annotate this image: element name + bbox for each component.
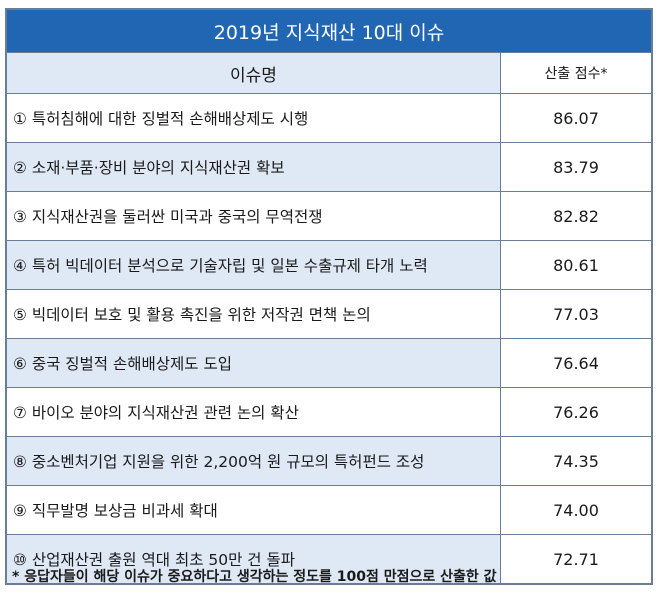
table-title: 2019년 지식재산 10대 이슈 bbox=[7, 10, 651, 52]
issue-score: 72.71 bbox=[501, 535, 651, 583]
table-body: ① 특허침해에 대한 징벌적 손해배상제도 시행 86.07 ② 소재·부품·장비 … bbox=[7, 93, 651, 583]
issue-score: 77.03 bbox=[501, 290, 651, 338]
issue-name: ⑤ 빅데이터 보호 및 활용 촉진을 위한 저작권 면책 논의 bbox=[7, 290, 501, 338]
issue-score: 74.35 bbox=[501, 437, 651, 485]
issue-name: ⑥ 중국 징벌적 손해배상제도 도입 bbox=[7, 339, 501, 387]
table-row: ⑤ 빅데이터 보호 및 활용 촉진을 위한 저작권 면책 논의 77.03 bbox=[7, 289, 651, 338]
issue-name: ⑩ 산업재산권 출원 역대 최초 50만 건 돌파 bbox=[7, 535, 501, 583]
issue-name: ⑨ 직무발명 보상금 비과세 확대 bbox=[7, 486, 501, 534]
table-row: ② 소재·부품·장비 분야의 지식재산권 확보 83.79 bbox=[7, 142, 651, 191]
issue-name: ⑧ 중소벤처기업 지원을 위한 2,200억 원 규모의 특허펀드 조성 bbox=[7, 437, 501, 485]
issue-name: ⑦ 바이오 분야의 지식재산권 관련 논의 확산 bbox=[7, 388, 501, 436]
issue-score: 80.61 bbox=[501, 241, 651, 289]
table-row: ⑩ 산업재산권 출원 역대 최초 50만 건 돌파 72.71 bbox=[7, 534, 651, 583]
footnote: * 응답자들이 해당 이슈가 중요하다고 생각하는 정도를 100점 만점으로 … bbox=[12, 569, 497, 585]
issue-name: ① 특허침해에 대한 징벌적 손해배상제도 시행 bbox=[7, 94, 501, 142]
table-row: ⑦ 바이오 분야의 지식재산권 관련 논의 확산 76.26 bbox=[7, 387, 651, 436]
table-row: ⑧ 중소벤처기업 지원을 위한 2,200억 원 규모의 특허펀드 조성 74.3… bbox=[7, 436, 651, 485]
table-header-row: 이슈명 산출 점수* bbox=[7, 52, 651, 93]
issue-name: ② 소재·부품·장비 분야의 지식재산권 확보 bbox=[7, 143, 501, 191]
issue-name: ③ 지식재산권을 둘러싼 미국과 중국의 무역전쟁 bbox=[7, 192, 501, 240]
header-score: 산출 점수* bbox=[501, 53, 651, 93]
table-row: ⑨ 직무발명 보상금 비과세 확대 74.00 bbox=[7, 485, 651, 534]
issue-score: 74.00 bbox=[501, 486, 651, 534]
issue-score: 82.82 bbox=[501, 192, 651, 240]
table-row: ③ 지식재산권을 둘러싼 미국과 중국의 무역전쟁 82.82 bbox=[7, 191, 651, 240]
table-row: ④ 특허 빅데이터 분석으로 기술자립 및 일본 수출규제 타개 노력 80.61 bbox=[7, 240, 651, 289]
issue-score: 86.07 bbox=[501, 94, 651, 142]
issue-score: 83.79 bbox=[501, 143, 651, 191]
issue-score: 76.64 bbox=[501, 339, 651, 387]
table-row: ① 특허침해에 대한 징벌적 손해배상제도 시행 86.07 bbox=[7, 93, 651, 142]
issue-score: 76.26 bbox=[501, 388, 651, 436]
header-issue: 이슈명 bbox=[7, 53, 501, 93]
issues-table: 2019년 지식재산 10대 이슈 이슈명 산출 점수* ① 특허침해에 대한 … bbox=[5, 8, 653, 585]
issue-name: ④ 특허 빅데이터 분석으로 기술자립 및 일본 수출규제 타개 노력 bbox=[7, 241, 501, 289]
table-row: ⑥ 중국 징벌적 손해배상제도 도입 76.64 bbox=[7, 338, 651, 387]
